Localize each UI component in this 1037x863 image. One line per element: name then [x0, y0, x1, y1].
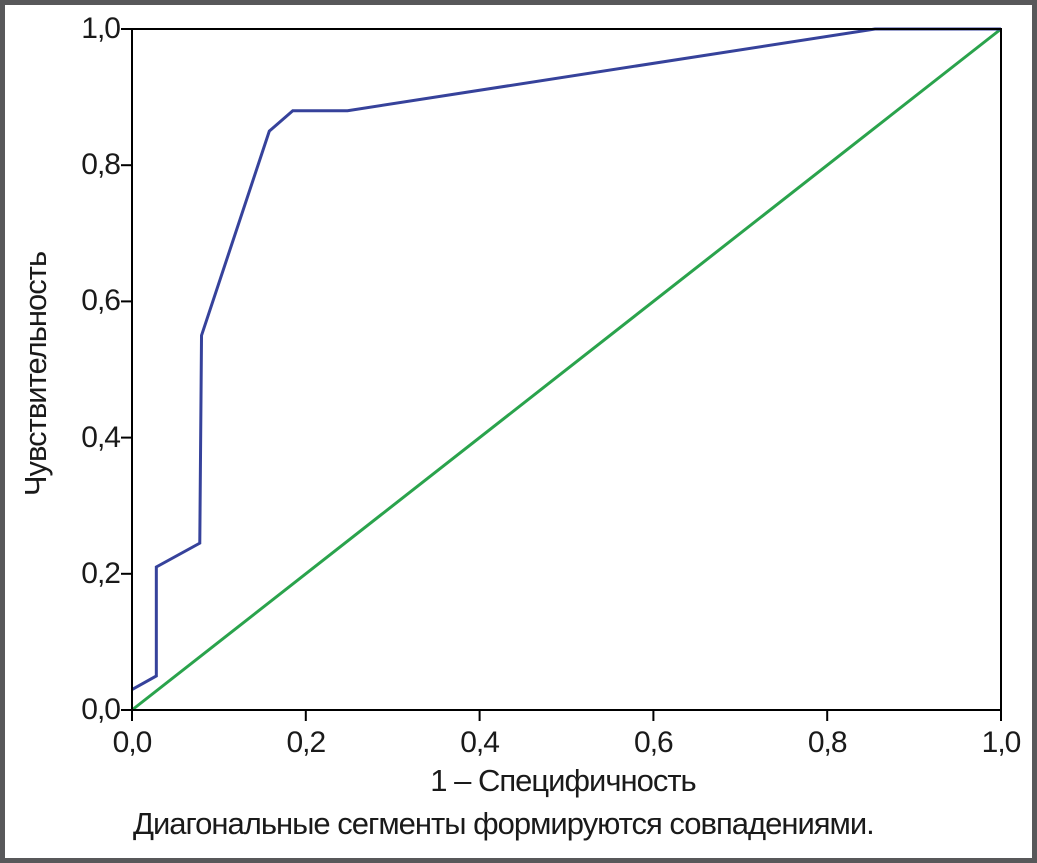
y-tick-label: 1,0: [81, 12, 121, 45]
x-axis-title: 1 – Специфичность: [430, 763, 696, 798]
roc-curve-line: [131, 27, 1001, 691]
y-tick-label: 0,0: [81, 693, 121, 726]
y-tick-label: 0,8: [81, 148, 121, 182]
x-tick-label: 0,2: [286, 726, 326, 759]
plot-frame: [131, 28, 1002, 711]
y-tick-label: 0,2: [81, 556, 121, 590]
y-tick-label: 0,4: [81, 420, 121, 454]
chart-caption: Диагональные сегменты формируются совпад…: [133, 806, 875, 841]
x-tick-label: 0,8: [807, 726, 848, 759]
y-tick-label: 0,6: [81, 284, 121, 318]
x-tick-label: 0,6: [634, 726, 674, 759]
y-axis-title: Чувствительность: [18, 251, 53, 497]
x-tick-label: 0,4: [460, 726, 500, 759]
x-tick-label: 0,0: [112, 726, 153, 759]
x-tick-label: 1,0: [981, 726, 1022, 759]
reference-diagonal-line: [131, 27, 1002, 712]
